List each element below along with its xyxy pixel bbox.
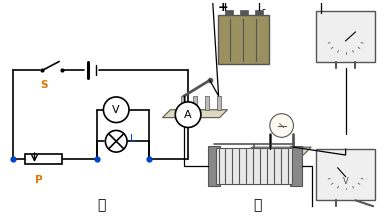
Bar xyxy=(240,10,248,16)
Bar xyxy=(208,146,219,186)
Text: S: S xyxy=(41,80,48,90)
Text: V: V xyxy=(112,105,120,115)
Polygon shape xyxy=(163,110,228,118)
Text: -: - xyxy=(262,4,266,14)
Polygon shape xyxy=(244,147,311,155)
Bar xyxy=(205,96,209,110)
Bar xyxy=(217,96,221,110)
Bar xyxy=(316,55,375,63)
Bar xyxy=(216,148,293,184)
Bar xyxy=(25,154,62,164)
Bar xyxy=(316,11,375,63)
Bar xyxy=(316,149,375,200)
Bar xyxy=(316,192,375,200)
Bar xyxy=(217,15,269,65)
Circle shape xyxy=(175,102,201,128)
Bar xyxy=(181,96,185,110)
Text: A: A xyxy=(184,110,192,120)
Bar xyxy=(226,10,233,16)
Circle shape xyxy=(105,130,127,152)
Circle shape xyxy=(103,97,129,123)
Text: +: + xyxy=(217,1,228,14)
Bar xyxy=(193,96,197,110)
Text: L: L xyxy=(130,134,136,144)
Text: V: V xyxy=(343,177,348,186)
Bar xyxy=(255,10,263,16)
Bar xyxy=(291,146,302,186)
Circle shape xyxy=(270,114,293,137)
Text: 乙: 乙 xyxy=(253,198,261,212)
Text: 甲: 甲 xyxy=(97,198,106,212)
Text: P: P xyxy=(34,175,42,185)
